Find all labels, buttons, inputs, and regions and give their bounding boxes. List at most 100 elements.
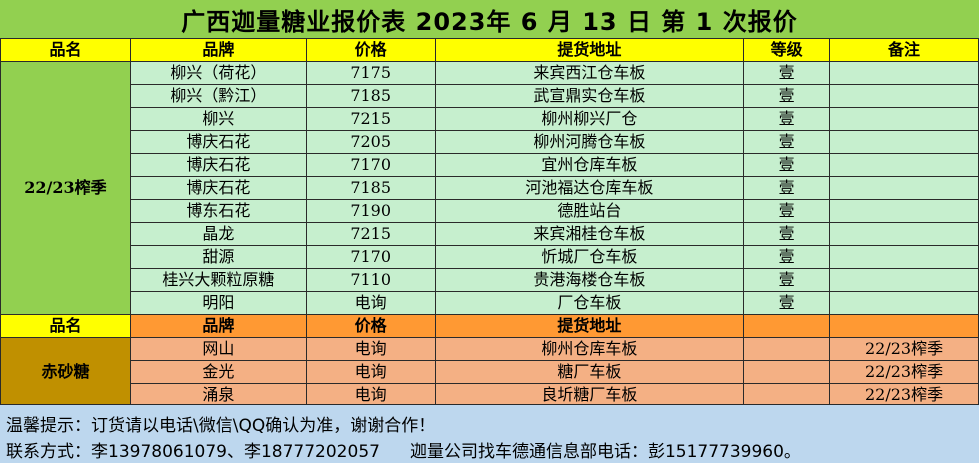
price-cell: 7185 xyxy=(305,176,436,200)
footer-contacts: 联系方式：李13978061079、李18777202057 迦量公司找车德通信息… xyxy=(6,437,801,462)
contact-info: 联系方式：李13978061079、李18777202057 xyxy=(6,442,380,462)
price-cell: 7170 xyxy=(305,245,436,269)
table-row: 桂兴大颗粒原糖 7110 贵港海楼仓车板 壹 xyxy=(1,268,979,292)
season-label: 22/23榨季 xyxy=(0,61,131,315)
header-brand: 品牌 xyxy=(129,38,307,62)
header-price: 价格 xyxy=(305,314,436,338)
header-grade: 等级 xyxy=(743,38,831,62)
table-header-row: 品名 品牌 价格 提货地址 等级 备注 xyxy=(0,38,979,62)
price-cell: 电询 xyxy=(305,337,436,361)
grade-cell xyxy=(743,383,831,407)
table-row: 金光 电询 糖厂车板 22/23榨季 xyxy=(1,360,979,384)
grade-cell xyxy=(743,337,831,361)
header-price: 价格 xyxy=(305,38,436,62)
brand-cell: 涌泉 xyxy=(129,383,307,407)
brand-cell: 柳兴（黔江） xyxy=(129,84,307,108)
table-row: 博东石花 7190 德胜站台 壹 xyxy=(1,199,979,223)
footer-notes: 温馨提示：订货请以电话\微信\QQ确认为准，谢谢合作！ 联系方式：李139780… xyxy=(0,404,979,463)
header-address: 提货地址 xyxy=(434,38,745,62)
note-cell xyxy=(829,84,979,108)
page-title: 广西迦量糖业报价表 2023年 6 月 13 日 第 1 次报价 xyxy=(0,0,979,39)
grade-cell xyxy=(743,360,831,384)
price-cell: 7205 xyxy=(305,130,436,154)
brand-cell: 甜源 xyxy=(129,245,307,269)
header-name: 品名 xyxy=(0,314,131,338)
table-row: 赤砂糖 网山 电询 柳州仓库车板 22/23榨季 xyxy=(0,337,979,407)
table-row: 晶龙 7215 来宾湘桂仓车板 壹 xyxy=(1,222,979,246)
brand-cell: 网山 xyxy=(129,337,307,361)
note-cell xyxy=(829,130,979,154)
note-cell: 22/23榨季 xyxy=(829,360,979,384)
note-cell xyxy=(829,245,979,269)
grade-cell: 壹 xyxy=(743,153,831,177)
header-note: 备注 xyxy=(829,38,979,62)
grade-cell: 壹 xyxy=(743,61,831,85)
address-cell: 柳州仓库车板 xyxy=(434,337,745,361)
address-cell: 宜州仓库车板 xyxy=(434,153,745,177)
table-row: 柳兴（黔江） 7185 武宣鼎实仓车板 壹 xyxy=(1,84,979,108)
address-cell: 贵港海楼仓车板 xyxy=(434,268,745,292)
note-cell xyxy=(829,291,979,315)
header-grade xyxy=(743,314,831,338)
address-cell: 来宾西江仓车板 xyxy=(434,61,745,85)
grade-cell: 壹 xyxy=(743,176,831,200)
brand-cell: 博庆石花 xyxy=(129,153,307,177)
price-cell: 7170 xyxy=(305,153,436,177)
address-cell: 柳州河腾仓车板 xyxy=(434,130,745,154)
price-cell: 电询 xyxy=(305,291,436,315)
grade-cell: 壹 xyxy=(743,268,831,292)
price-cell: 7190 xyxy=(305,199,436,223)
table-row: 甜源 7170 忻城厂仓车板 壹 xyxy=(1,245,979,269)
note-cell: 22/23榨季 xyxy=(829,383,979,407)
grade-cell: 壹 xyxy=(743,130,831,154)
table-row: 博庆石花 7170 宜州仓库车板 壹 xyxy=(1,153,979,177)
note-cell xyxy=(829,153,979,177)
brand-cell: 桂兴大颗粒原糖 xyxy=(129,268,307,292)
note-cell xyxy=(829,268,979,292)
footer-tip: 温馨提示：订货请以电话\微信\QQ确认为准，谢谢合作！ xyxy=(6,416,436,436)
address-cell: 糖厂车板 xyxy=(434,360,745,384)
table-row: 柳兴 7215 柳州柳兴厂仓 壹 xyxy=(1,107,979,131)
table-row: 博庆石花 7205 柳州河腾仓车板 壹 xyxy=(1,130,979,154)
note-cell xyxy=(829,61,979,85)
address-cell: 厂仓车板 xyxy=(434,291,745,315)
grade-cell: 壹 xyxy=(743,107,831,131)
table-row: 博庆石花 7185 河池福达仓库车板 壹 xyxy=(1,176,979,200)
note-cell xyxy=(829,107,979,131)
table-header-row: 品名 品牌 价格 提货地址 xyxy=(0,314,979,338)
brand-cell: 博庆石花 xyxy=(129,176,307,200)
address-cell: 柳州柳兴厂仓 xyxy=(434,107,745,131)
brand-cell: 晶龙 xyxy=(129,222,307,246)
header-note xyxy=(829,314,979,338)
header-address: 提货地址 xyxy=(434,314,745,338)
table-row: 22/23榨季 柳兴（荷花） 7175 来宾西江仓车板 壹 xyxy=(0,61,979,315)
brand-cell: 博庆石花 xyxy=(129,130,307,154)
address-cell: 忻城厂仓车板 xyxy=(434,245,745,269)
note-cell: 22/23榨季 xyxy=(829,337,979,361)
price-cell: 7215 xyxy=(305,107,436,131)
note-cell xyxy=(829,222,979,246)
brand-cell: 博东石花 xyxy=(129,199,307,223)
price-cell: 7175 xyxy=(305,61,436,85)
address-cell: 德胜站台 xyxy=(434,199,745,223)
category-label: 赤砂糖 xyxy=(0,337,131,407)
table-row: 明阳 电询 厂仓车板 壹 xyxy=(1,291,979,315)
address-cell: 武宣鼎实仓车板 xyxy=(434,84,745,108)
header-name: 品名 xyxy=(0,38,131,62)
brand-cell: 金光 xyxy=(129,360,307,384)
price-cell: 7185 xyxy=(305,84,436,108)
brand-cell: 明阳 xyxy=(129,291,307,315)
price-table: 品名 品牌 价格 提货地址 等级 备注 22/23榨季 柳兴（荷花） 7175 … xyxy=(0,38,979,407)
price-cell: 7110 xyxy=(305,268,436,292)
grade-cell: 壹 xyxy=(743,222,831,246)
grade-cell: 壹 xyxy=(743,199,831,223)
address-cell: 良圻糖厂车板 xyxy=(434,383,745,407)
address-cell: 河池福达仓库车板 xyxy=(434,176,745,200)
table-row: 涌泉 电询 良圻糖厂车板 22/23榨季 xyxy=(1,383,979,407)
brand-cell: 柳兴 xyxy=(129,107,307,131)
note-cell xyxy=(829,199,979,223)
grade-cell: 壹 xyxy=(743,245,831,269)
dispatch-info: 迦量公司找车德通信息部电话：彭15177739960。 xyxy=(409,442,801,462)
header-brand: 品牌 xyxy=(129,314,307,338)
